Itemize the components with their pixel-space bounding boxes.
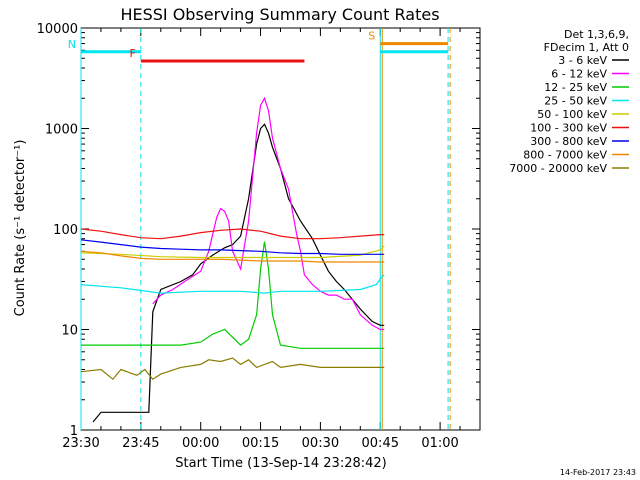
legend-label: 6 - 12 keV	[551, 68, 607, 81]
timestamp: 14-Feb-2017 23:43	[560, 468, 636, 477]
series-line	[152, 96, 385, 331]
legend-label: 800 - 7000 keV	[523, 149, 607, 162]
legend-header: Det 1,3,6,9,	[564, 28, 629, 41]
series-line	[80, 239, 385, 255]
series-line	[80, 357, 385, 381]
legend-label: 7000 - 20000 keV	[509, 162, 607, 175]
x-axis-label: Start Time (13-Sep-14 23:28:42)	[175, 456, 386, 471]
state-bar-label: F	[130, 47, 136, 60]
legend-header: FDecim 1, Att 0	[544, 41, 629, 54]
state-bar-label: N	[68, 38, 76, 51]
series-line	[80, 228, 385, 240]
y-tick-label: 1	[70, 424, 78, 439]
series-lines	[80, 96, 385, 423]
legend-label: 12 - 25 keV	[544, 81, 607, 94]
x-tick-label: 23:45	[122, 436, 159, 451]
legend-label: 100 - 300 keV	[530, 122, 607, 135]
x-tick-labels: 23:30 23:45 00:00 00:15 00:30 00:45 01:00	[62, 436, 459, 451]
legend-label: 50 - 100 keV	[537, 108, 607, 121]
y-tick-label: 100	[53, 223, 78, 238]
y-tick-labels: 1 10 100 1000 10000	[37, 22, 78, 439]
vertical-markers	[80, 28, 451, 430]
chart-title: HESSI Observing Summary Count Rates	[120, 5, 439, 24]
series-line	[80, 245, 385, 259]
state-bar-label: S	[368, 30, 375, 43]
series-line	[80, 274, 385, 294]
x-tick-label: 00:15	[242, 436, 279, 451]
series-line	[92, 123, 385, 423]
x-tick-label: 00:00	[182, 436, 219, 451]
state-bars: N F S	[68, 30, 449, 63]
y-tick-label: 10	[61, 324, 78, 339]
x-tick-label: 00:30	[302, 436, 339, 451]
x-tick-label: 00:45	[362, 436, 399, 451]
y-axis-label: Count Rate (s⁻¹ detector⁻¹)	[13, 140, 28, 317]
x-tick-label: 01:00	[421, 436, 458, 451]
x-tick-label: 23:30	[62, 436, 99, 451]
y-tick-label: 10000	[37, 22, 78, 37]
series-line	[80, 250, 385, 263]
series-line	[81, 241, 385, 349]
legend-label: 300 - 800 keV	[530, 135, 607, 148]
legend-label: 25 - 50 keV	[544, 95, 607, 108]
legend-label: 3 - 6 keV	[558, 54, 607, 67]
y-tick-label: 1000	[45, 123, 78, 138]
